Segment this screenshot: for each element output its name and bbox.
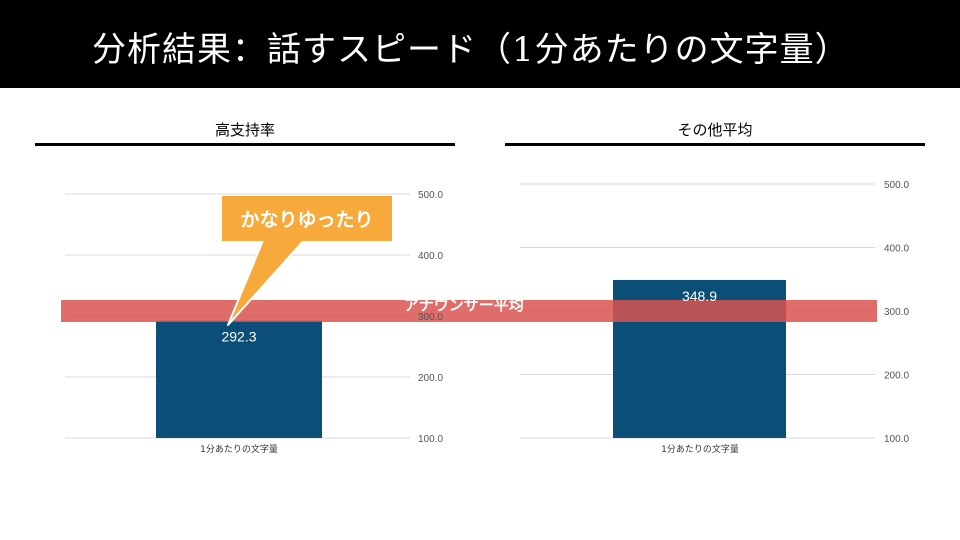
chart-title-rule-left bbox=[35, 143, 455, 146]
chart-title-left: 高支持率 bbox=[214, 121, 275, 139]
bar-data-label: 348.9 bbox=[682, 288, 717, 304]
page-title: 分析結果：話すスピード（1分あたりの文字量） bbox=[92, 30, 850, 70]
bar bbox=[156, 320, 322, 438]
x-category-label: 1分あたりの文字量 bbox=[661, 443, 739, 455]
y-tick-label: 400.0 bbox=[418, 251, 443, 262]
average-line-label: アナウンサー平均 bbox=[404, 296, 524, 314]
y-tick-label: 200.0 bbox=[418, 373, 443, 384]
y-tick-label: 300.0 bbox=[418, 312, 443, 323]
y-tick-label: 500.0 bbox=[884, 180, 909, 191]
x-category-label: 1分あたりの文字量 bbox=[200, 443, 278, 455]
callout-box: かなりゆったり bbox=[222, 196, 392, 241]
y-tick-label: 200.0 bbox=[884, 371, 909, 382]
average-band bbox=[61, 300, 877, 322]
chart-title-right: その他平均 bbox=[677, 121, 753, 139]
bar-data-label: 292.3 bbox=[221, 329, 256, 345]
chart-title-rule-right bbox=[505, 143, 925, 146]
y-tick-label: 100.0 bbox=[418, 434, 443, 445]
y-tick-label: 400.0 bbox=[884, 244, 909, 255]
title-bar: 分析結果：話すスピード（1分あたりの文字量） bbox=[0, 0, 960, 88]
y-tick-label: 300.0 bbox=[884, 307, 909, 318]
y-tick-label: 500.0 bbox=[418, 190, 443, 201]
y-tick-label: 100.0 bbox=[884, 434, 909, 445]
